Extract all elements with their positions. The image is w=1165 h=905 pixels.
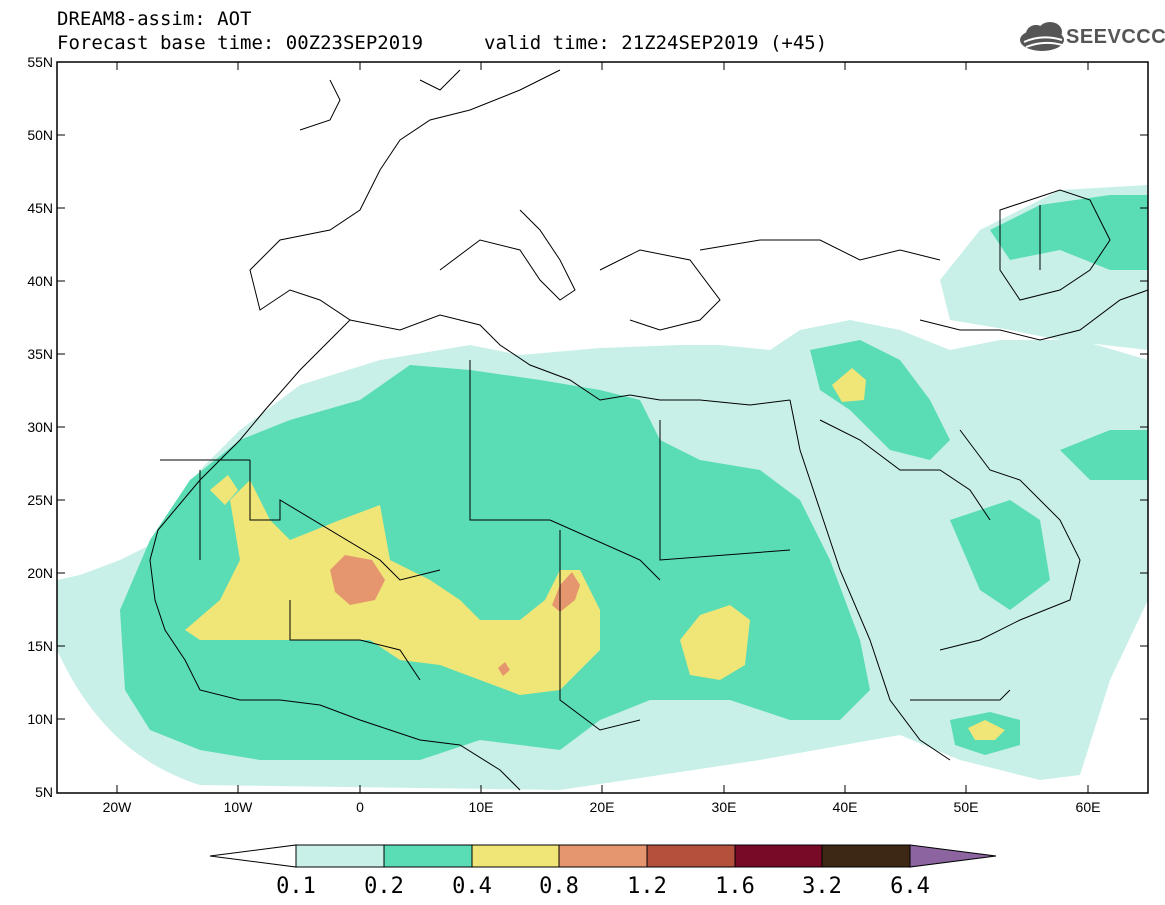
lon-tick-label: 40E (833, 799, 858, 815)
lat-tick-label: 40N (27, 273, 53, 289)
lat-tick-label: 5N (35, 784, 53, 800)
aot-level-0.2-persia (1060, 430, 1148, 480)
lat-tick-label: 55N (27, 54, 53, 70)
lat-tick-label: 50N (27, 127, 53, 143)
colorbar-bin (295, 844, 385, 868)
lon-tick-label: 10W (224, 799, 254, 815)
colorbar-bin (558, 844, 648, 868)
colorbar-label: 1.6 (715, 874, 755, 899)
lat-tick-label: 30N (27, 419, 53, 435)
forecast-base-time: Forecast base time: 00Z23SEP2019 (57, 32, 424, 54)
logo-text: SEEVCCC (1066, 26, 1165, 48)
aot-level-0.4-nw (210, 475, 238, 505)
colorbar-label: 0.4 (452, 874, 492, 899)
lat-axis: 55N 50N 45N 40N 35N 30N 25N 20N 15N 10N … (27, 54, 1148, 800)
aot-level-0.4-iraq (832, 368, 866, 402)
aot-level-0.4-chad (680, 605, 750, 680)
aot-level-0.2-caspian (990, 195, 1148, 270)
lon-tick-label: 60E (1076, 799, 1101, 815)
colorbar-over-arrow (909, 844, 997, 868)
colorbar: 0.1 0.2 0.4 0.8 1.2 1.6 3.2 6.4 (209, 844, 997, 899)
aot-level-0.8-chad (552, 572, 580, 612)
map-title: DREAM8-assim: AOT (57, 8, 252, 30)
valid-time: valid time: 21Z24SEP2019 (+45) (484, 32, 828, 54)
colorbar-bin (734, 844, 823, 868)
lon-tick-label: 20W (103, 799, 133, 815)
lat-tick-label: 35N (27, 346, 53, 362)
lon-axis: 20W 10W 0 10E 20E 30E 40E 50E 60E (103, 62, 1101, 815)
lat-tick-label: 45N (27, 200, 53, 216)
lon-tick-label: 10E (469, 799, 494, 815)
colorbar-bin (383, 844, 473, 868)
aot-level-0.4-horn (968, 720, 1005, 740)
colorbar-label: 0.2 (364, 874, 404, 899)
lon-tick-label: 30E (712, 799, 737, 815)
lon-tick-label: 20E (590, 799, 615, 815)
colorbar-bin (471, 844, 560, 868)
lon-tick-label: 0 (356, 799, 364, 815)
aot-level-0.4 (185, 480, 600, 695)
colorbar-label: 6.4 (890, 874, 930, 899)
lat-tick-label: 15N (27, 638, 53, 654)
aot-level-0.2-gulf (950, 500, 1050, 610)
aot-level-0.2-iraq (810, 340, 950, 460)
colorbar-bin (646, 844, 736, 868)
colorbar-label: 1.2 (627, 874, 667, 899)
colorbar-label: 0.1 (276, 874, 316, 899)
lat-tick-label: 25N (27, 492, 53, 508)
aot-level-0.8-nigeria (498, 662, 510, 676)
coastlines (149, 69, 1148, 791)
aot-contours (57, 185, 1148, 790)
colorbar-label: 3.2 (802, 874, 842, 899)
lon-tick-label: 50E (954, 799, 979, 815)
lat-tick-label: 20N (27, 565, 53, 581)
aot-level-0.2 (120, 365, 870, 760)
colorbar-label: 0.8 (539, 874, 579, 899)
colorbar-under-arrow (209, 844, 297, 868)
colorbar-bin (821, 844, 911, 868)
aot-level-0.8 (330, 555, 385, 605)
seevccc-logo (1020, 22, 1064, 51)
lat-tick-label: 10N (27, 711, 53, 727)
